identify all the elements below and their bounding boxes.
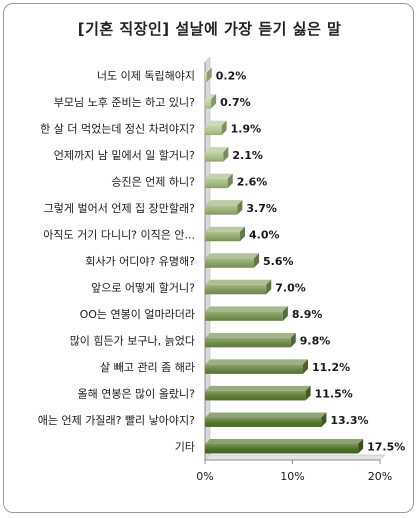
bar <box>205 258 254 268</box>
value-label: 1.9% <box>231 122 262 135</box>
bar-top-face <box>205 120 227 126</box>
bar-top-face <box>205 279 272 285</box>
bar-top-face <box>205 306 288 312</box>
bar-end-face <box>211 94 217 109</box>
value-label: 11.2% <box>312 361 350 374</box>
value-label: 17.5% <box>367 441 405 454</box>
bar <box>205 364 303 374</box>
category-label: 부모님 노후 준비는 하고 있니? <box>54 95 195 109</box>
bar-end-face <box>227 173 233 189</box>
bar-top-face <box>205 359 308 365</box>
category-label: 올해 연봉은 많이 올랐니? <box>77 387 195 401</box>
bar-end-face <box>237 200 243 215</box>
bar-end-face <box>240 226 245 242</box>
bar-top-face <box>205 438 364 444</box>
bar <box>205 231 240 242</box>
bar-end-face <box>321 412 327 427</box>
bar-top-face <box>205 147 229 153</box>
chart-title: [기혼 직장인] 설날에 가장 듣기 싫은 말 <box>77 20 342 38</box>
category-label: OO는 연봉이 얼마라더라 <box>80 307 195 321</box>
bar-end-face <box>266 279 272 295</box>
value-label: 11.5% <box>315 388 353 401</box>
value-label: 4.0% <box>249 228 280 241</box>
bar-top-face <box>205 226 245 232</box>
bar <box>205 390 306 401</box>
chart-floor <box>204 454 386 461</box>
bar <box>205 311 283 321</box>
bar-top-face <box>205 200 243 206</box>
bar <box>205 443 359 454</box>
bar-top-face <box>205 412 327 418</box>
category-label: 앞으로 어떻게 할거니? <box>91 282 195 295</box>
category-label: 너도 이제 독립해야지 <box>97 68 195 82</box>
category-label: 애는 언제 가질래? 빨리 낳아야지? <box>38 414 195 427</box>
category-label: 회사가 어디야? 유명해? <box>85 254 195 268</box>
x-tick-label: 10% <box>280 470 304 483</box>
bar <box>205 337 291 348</box>
value-label: 13.3% <box>330 414 368 427</box>
bar-end-face <box>305 385 311 401</box>
bar <box>205 72 207 83</box>
bar <box>205 417 322 427</box>
bar-end-face <box>206 67 212 83</box>
category-label: 기타 <box>175 441 195 454</box>
value-label: 2.1% <box>232 149 263 162</box>
bar-end-face <box>254 253 259 268</box>
category-label: 아직도 거기 다니니? 이직은 안... <box>43 228 195 241</box>
bar <box>205 178 228 189</box>
bar-end-face <box>221 120 227 136</box>
bar <box>205 205 238 215</box>
bar-top-face <box>205 253 259 259</box>
category-label: 많이 힘든가 보구나, 늙었다 <box>70 335 195 348</box>
bar-end-face <box>303 359 308 374</box>
bar <box>205 99 212 109</box>
bar-top-face <box>205 385 311 391</box>
category-label: 살 빼고 관리 좀 해라 <box>100 360 195 374</box>
x-tick-label: 20% <box>368 470 392 483</box>
bar-end-face <box>223 147 229 162</box>
bar-top-face <box>205 94 217 100</box>
bar <box>205 125 222 136</box>
bar <box>205 284 267 295</box>
category-label: 한 살 더 먹었는데 정신 차려야지? <box>40 122 195 135</box>
value-label: 9.8% <box>300 335 331 348</box>
bar-top-face <box>205 332 296 338</box>
bar-end-face <box>290 332 296 348</box>
value-label: 3.7% <box>246 202 277 215</box>
value-label: 0.2% <box>216 69 247 82</box>
bar <box>205 152 224 162</box>
value-label: 8.9% <box>292 308 323 321</box>
value-label: 2.6% <box>237 175 268 188</box>
value-label: 0.7% <box>220 96 251 109</box>
value-label: 5.6% <box>263 255 294 268</box>
bar-end-face <box>282 306 288 321</box>
bar-top-face <box>205 67 212 73</box>
category-label: 그렇게 벌어서 언제 집 장만할래? <box>44 202 196 215</box>
bar-end-face <box>358 438 364 454</box>
category-label: 승진은 언제 하니? <box>111 174 195 188</box>
category-label: 언제까지 남 밑에서 일 할거니? <box>54 148 195 162</box>
x-tick-label: 0% <box>196 470 213 483</box>
bar-top-face <box>205 173 233 179</box>
value-label: 7.0% <box>275 282 306 295</box>
